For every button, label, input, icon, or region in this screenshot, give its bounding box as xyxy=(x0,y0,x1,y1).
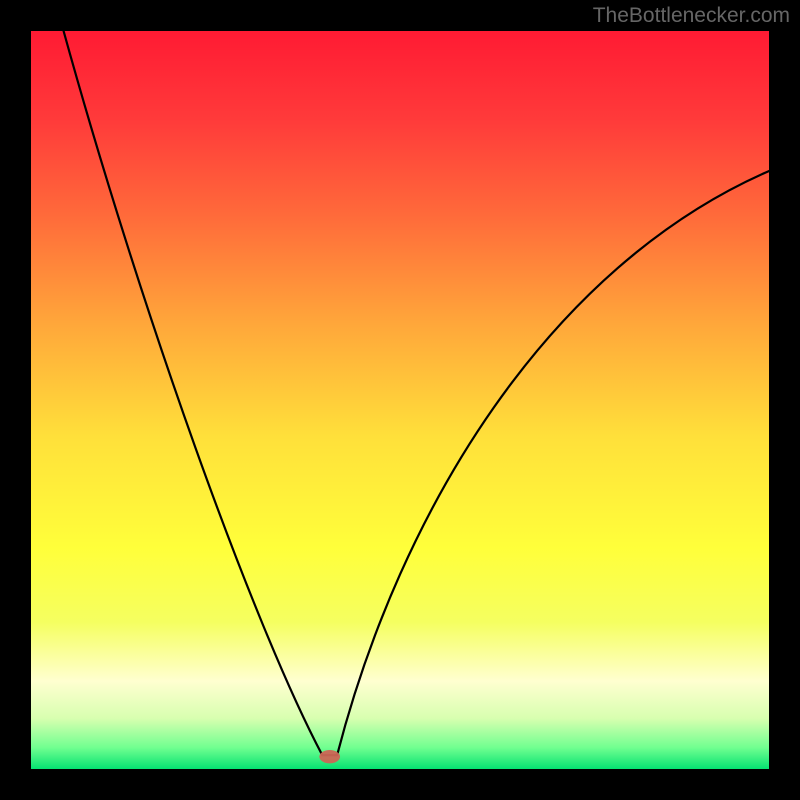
chart-container: TheBottlenecker.com xyxy=(0,0,800,800)
watermark-text: TheBottlenecker.com xyxy=(593,4,790,28)
plot-background xyxy=(30,30,770,770)
bottleneck-chart xyxy=(0,0,800,800)
trough-marker xyxy=(319,750,340,763)
